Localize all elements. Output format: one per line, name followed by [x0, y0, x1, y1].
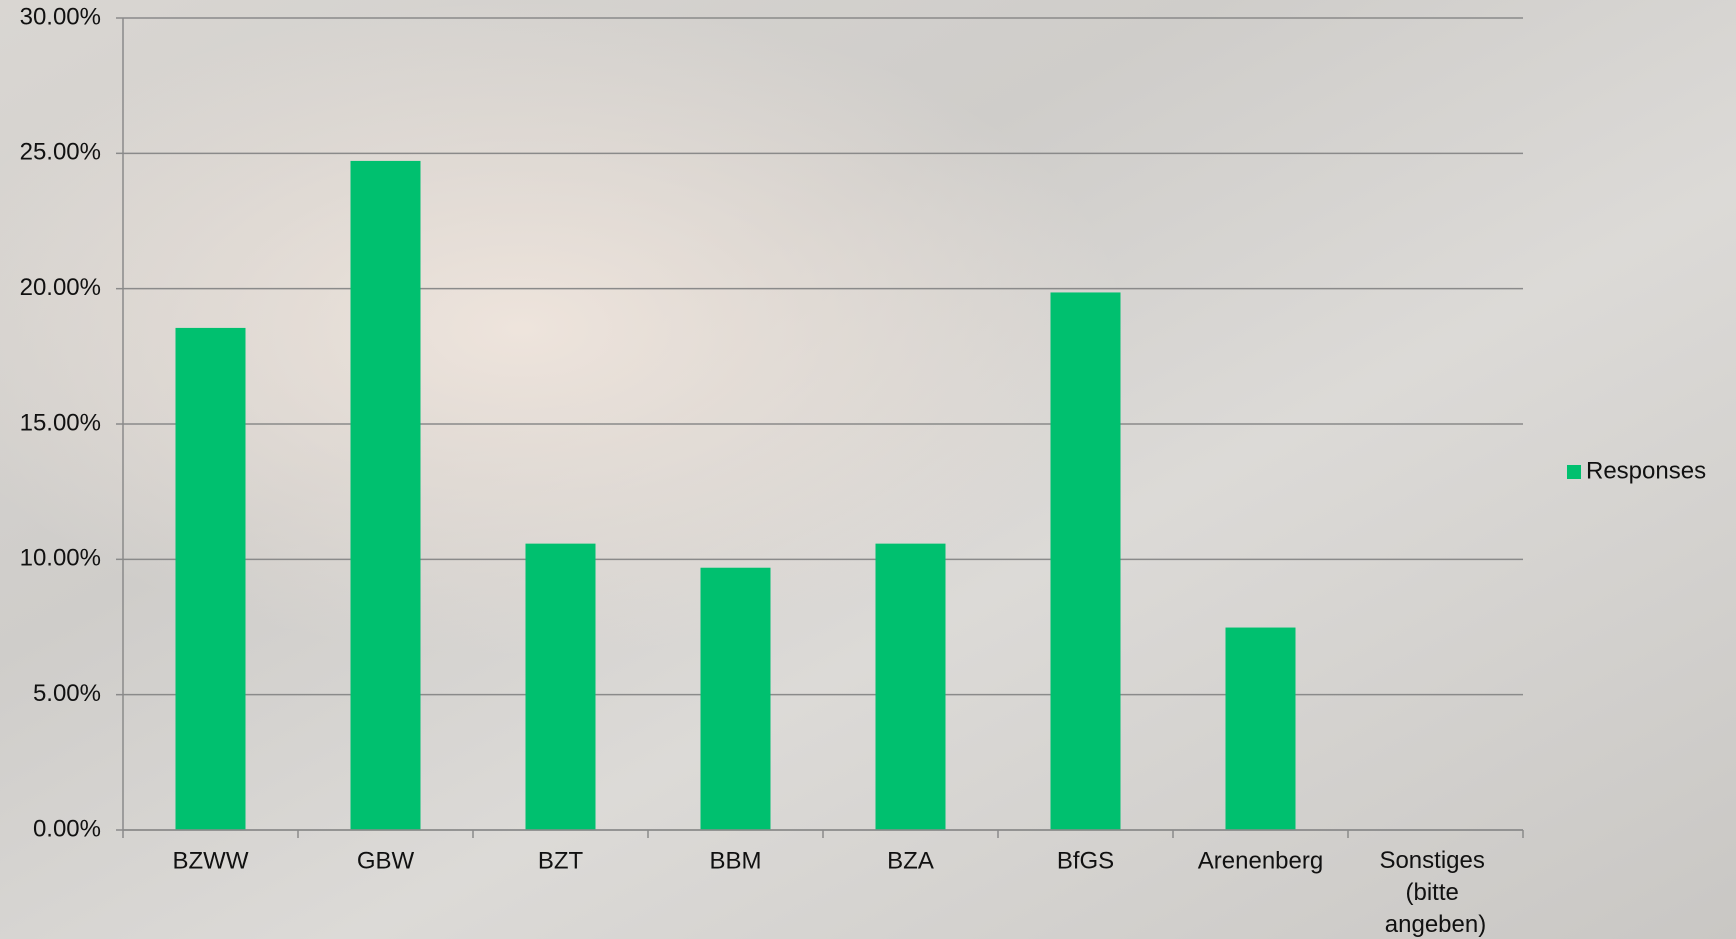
x-tick-label: GBW	[357, 847, 415, 874]
x-tick-label: BZA	[887, 847, 934, 874]
y-tick-label: 5.00%	[33, 680, 101, 707]
bar	[525, 543, 596, 830]
x-tick-label: BBM	[709, 847, 761, 874]
y-tick-label: 0.00%	[33, 815, 101, 842]
x-tick-label: Arenenberg	[1198, 847, 1323, 874]
y-tick-label: 15.00%	[20, 409, 101, 436]
bar	[1050, 292, 1121, 830]
x-tick-label: BZWW	[173, 847, 249, 874]
y-tick-label: 10.00%	[20, 545, 101, 572]
x-tick-label: Sonstiges (bitte angeben)	[1379, 847, 1491, 938]
bar	[875, 543, 946, 830]
legend-label: Responses	[1586, 457, 1706, 484]
bar	[700, 567, 771, 830]
x-tick-label: BfGS	[1057, 847, 1114, 874]
legend-swatch	[1567, 465, 1581, 479]
bar	[1225, 627, 1296, 830]
bar	[350, 160, 421, 831]
y-tick-label: 20.00%	[20, 274, 101, 301]
x-tick-label: BZT	[538, 847, 584, 874]
y-tick-label: 25.00%	[20, 139, 101, 166]
y-tick-label: 30.00%	[20, 3, 101, 30]
bar	[175, 327, 246, 830]
